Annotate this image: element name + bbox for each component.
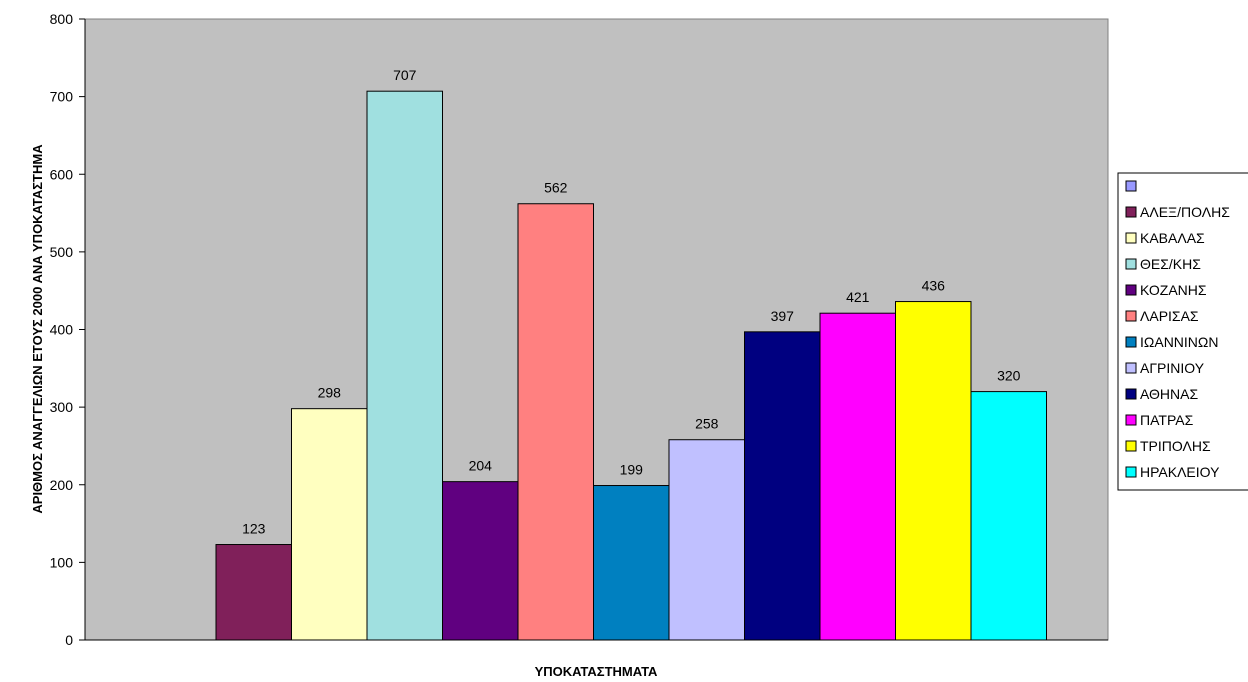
- legend-label: ΗΡΑΚΛΕΙΟΥ: [1140, 464, 1220, 480]
- legend-swatch: [1126, 311, 1136, 321]
- y-tick-label: 600: [50, 166, 74, 182]
- y-axis-title: ΑΡΙΘΜΟΣ ΑΝΑΓΓΕΛΙΩΝ ΕΤΟΥΣ 2000 ΑΝΑ ΥΠΟΚΑΤ…: [30, 144, 45, 514]
- data-label: 707: [393, 67, 417, 83]
- legend-swatch: [1126, 441, 1136, 451]
- legend-swatch: [1126, 207, 1136, 217]
- bar: [443, 482, 519, 640]
- bar: [367, 91, 443, 640]
- legend-label: ΤΡΙΠΟΛΗΣ: [1140, 438, 1211, 454]
- legend-label: ΑΛΕΞ/ΠΟΛΗΣ: [1140, 204, 1230, 220]
- bar: [292, 409, 368, 640]
- data-label: 199: [620, 462, 644, 478]
- bar: [971, 392, 1047, 640]
- y-axis: 0 100 200 300 400 500 600 700 800: [50, 11, 85, 648]
- legend-label: ΑΘΗΝΑΣ: [1140, 386, 1198, 402]
- bar: [669, 440, 745, 640]
- bar: [518, 204, 594, 640]
- y-tick-label: 100: [50, 554, 74, 570]
- data-label: 320: [997, 368, 1021, 384]
- legend-swatch: [1126, 285, 1136, 295]
- bar: [745, 332, 821, 640]
- legend-swatch: [1126, 259, 1136, 269]
- y-tick-label: 800: [50, 11, 74, 27]
- data-label: 436: [922, 278, 946, 294]
- legend-label: ΙΩΑΝΝΙΝΩΝ: [1140, 334, 1219, 350]
- legend-swatch: [1126, 389, 1136, 399]
- y-tick-label: 200: [50, 477, 74, 493]
- data-label: 397: [771, 308, 795, 324]
- legend-swatch: [1126, 415, 1136, 425]
- data-label: 562: [544, 180, 568, 196]
- y-tick-label: 700: [50, 89, 74, 105]
- bar: [594, 486, 670, 640]
- data-label: 258: [695, 416, 719, 432]
- data-label: 421: [846, 289, 870, 305]
- legend-label: ΘΕΣ/ΚΗΣ: [1140, 256, 1201, 272]
- y-tick-label: 500: [50, 244, 74, 260]
- y-tick-label: 0: [65, 632, 73, 648]
- legend-swatch: [1126, 467, 1136, 477]
- legend-label: ΚΑΒΑΛΑΣ: [1140, 230, 1205, 246]
- data-label: 298: [318, 385, 342, 401]
- bar: [820, 313, 896, 640]
- x-axis-title: ΥΠΟΚΑΤΑΣΤΗΜΑΤΑ: [535, 664, 658, 679]
- legend-label: ΚΟΖΑΝΗΣ: [1140, 282, 1207, 298]
- legend-swatch: [1126, 181, 1136, 191]
- legend-label: ΠΑΤΡΑΣ: [1140, 412, 1194, 428]
- y-tick-label: 400: [50, 322, 74, 338]
- data-label: 123: [242, 521, 266, 537]
- legend: ΑΛΕΞ/ΠΟΛΗΣ ΚΑΒΑΛΑΣ ΘΕΣ/ΚΗΣ ΚΟΖΑΝΗΣ ΛΑΡΙΣΑΣ ΙΩ…: [1118, 173, 1248, 490]
- bar: [896, 302, 972, 640]
- legend-label: ΑΓΡΙΝΙΟΥ: [1140, 360, 1205, 376]
- legend-swatch: [1126, 233, 1136, 243]
- data-label: 204: [469, 458, 493, 474]
- y-tick-label: 300: [50, 399, 74, 415]
- legend-label: ΛΑΡΙΣΑΣ: [1140, 308, 1199, 324]
- bar: [216, 545, 292, 640]
- legend-swatch: [1126, 337, 1136, 347]
- legend-swatch: [1126, 363, 1136, 373]
